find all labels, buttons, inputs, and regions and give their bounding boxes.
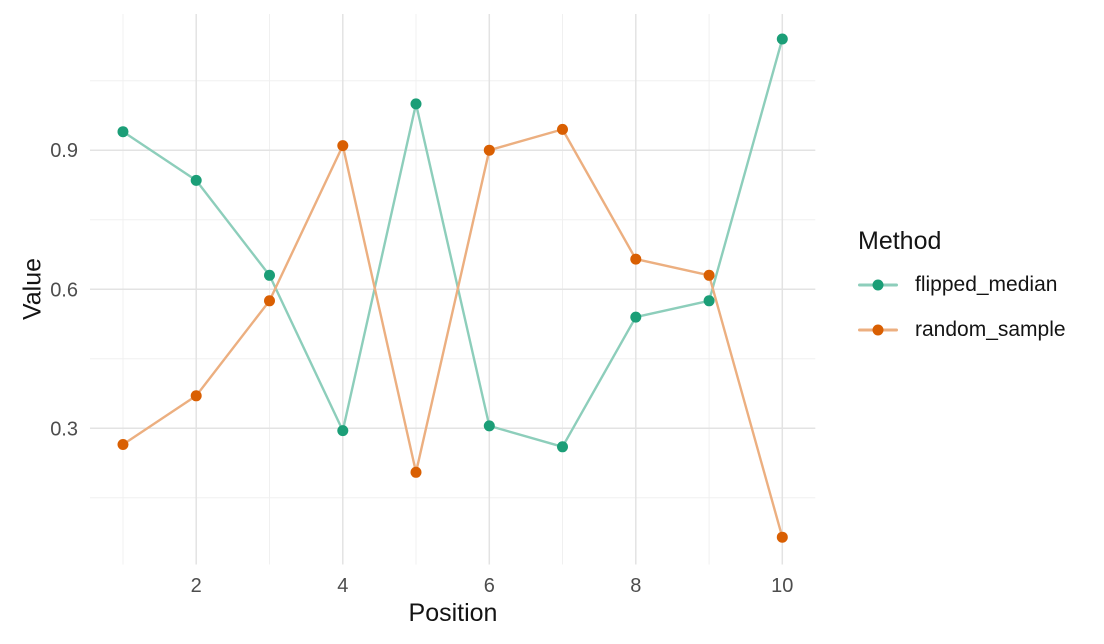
series-line-random_sample xyxy=(121,128,784,539)
data-point-flipped_median xyxy=(264,269,275,281)
x-tick-label: 6 xyxy=(484,575,495,597)
y-tick-label: 0.3 xyxy=(50,418,78,440)
data-point-random_sample xyxy=(630,253,642,265)
data-point-flipped_median xyxy=(190,174,202,186)
data-point-random_sample xyxy=(483,144,495,156)
x-tick-label: 2 xyxy=(191,575,202,597)
data-point-random_sample xyxy=(410,466,422,478)
data-point-flipped_median xyxy=(410,98,422,110)
y-tick-label: 0.6 xyxy=(50,279,78,301)
x-tick-label: 4 xyxy=(337,575,348,597)
data-point-flipped_median xyxy=(703,295,715,307)
data-point-random_sample xyxy=(190,390,202,402)
series-line-flipped_median xyxy=(121,37,784,448)
data-point-flipped_median xyxy=(483,420,495,432)
data-point-random_sample xyxy=(337,140,349,152)
data-point-random_sample xyxy=(703,269,715,281)
data-point-flipped_median xyxy=(117,126,129,138)
x-axis-title: Position xyxy=(408,599,498,627)
y-tick-label: 0.9 xyxy=(50,140,78,162)
data-point-random_sample xyxy=(776,531,788,543)
data-point-flipped_median xyxy=(776,33,788,45)
data-point-flipped_median xyxy=(557,441,568,453)
x-tick-label: 10 xyxy=(771,575,793,597)
data-point-flipped_median xyxy=(337,425,349,437)
data-point-random_sample xyxy=(117,439,129,450)
y-axis-title: Value xyxy=(18,257,47,321)
x-tick-label: 8 xyxy=(630,575,641,597)
data-point-flipped_median xyxy=(630,311,642,323)
data-point-random_sample xyxy=(264,295,275,307)
data-point-random_sample xyxy=(557,123,568,135)
